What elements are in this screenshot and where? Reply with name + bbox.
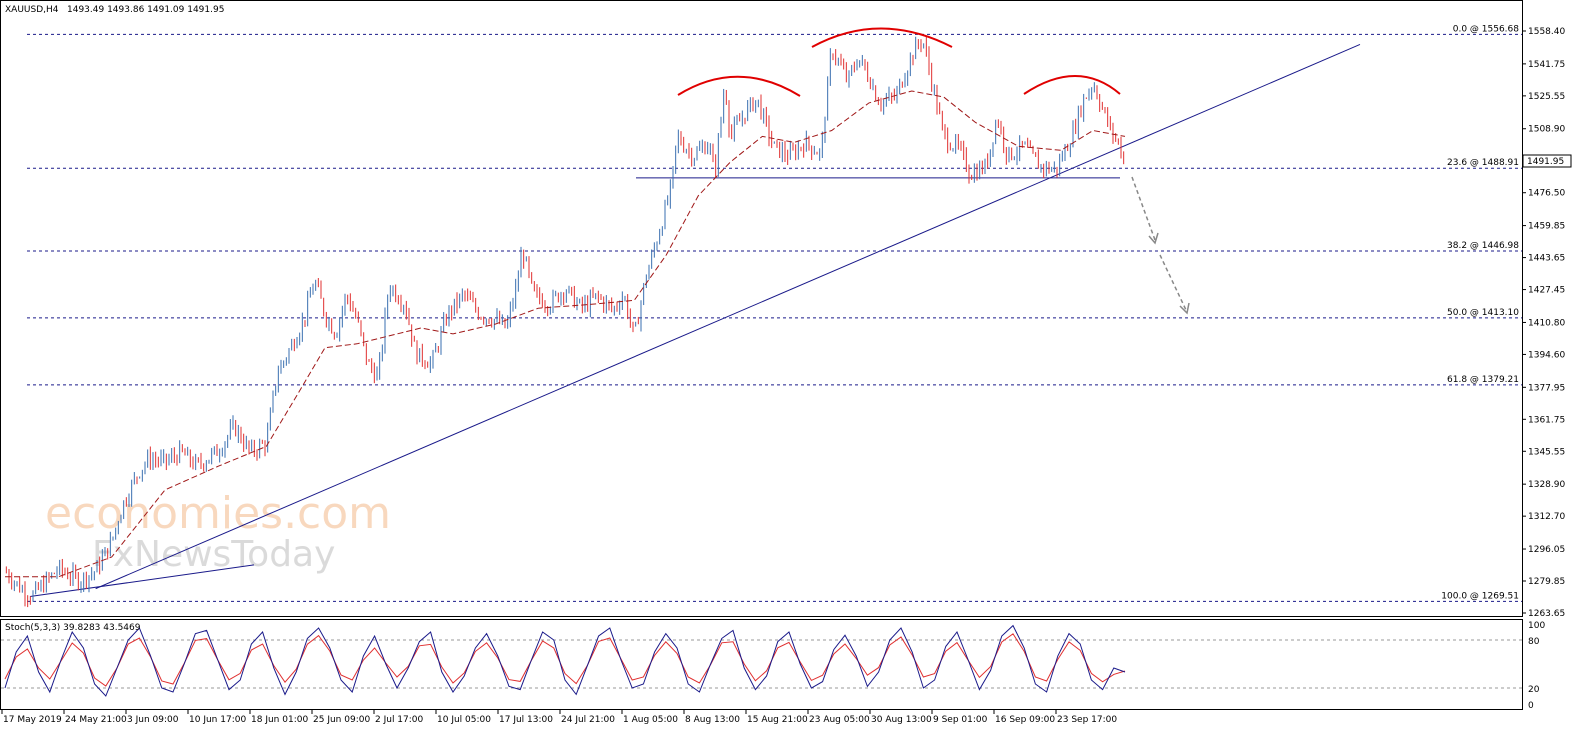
projection-arrows	[1131, 176, 1190, 315]
price-tick-label: 1263.65	[1528, 609, 1565, 619]
stoch-signal-line	[4, 633, 1126, 687]
price-tick-label: 1410.80	[1528, 318, 1565, 328]
stoch-plot-frame	[0, 619, 1523, 710]
head-arc	[811, 27, 953, 48]
fibonacci-levels: 0.0 @ 1556.68 23.6 @ 1488.91 38.2 @ 1446.9…	[27, 24, 1522, 602]
fib-level-label: 61.8 @ 1379.21	[1447, 375, 1519, 385]
fib-level-label: 50.0 @ 1413.10	[1447, 308, 1519, 318]
price-tick-label: 1558.40	[1528, 27, 1565, 37]
symbol-label: XAUUSD,H4	[5, 5, 59, 15]
projection-arrowhead-1	[1148, 232, 1159, 245]
projection-arrow-1	[1131, 176, 1156, 241]
head-shoulders-pattern	[677, 27, 1121, 97]
fib-level-label: 0.0 @ 1556.68	[1453, 24, 1520, 34]
stoch-label: Stoch(5,3,3) 39.8283 43.5469	[5, 623, 141, 633]
current-price-marker: 1491.95	[1522, 154, 1572, 168]
price-tick-label: 1345.55	[1528, 447, 1565, 457]
price-tick-label: 1443.65	[1528, 254, 1565, 264]
price-tick-label: 1328.90	[1528, 480, 1565, 490]
stoch-tick-label: 20	[1528, 685, 1540, 695]
fib-level-label: 100.0 @ 1269.51	[1441, 591, 1519, 601]
time-tick-label: 3 Jun 09:00	[127, 715, 179, 725]
time-tick-label: 18 Jun 01:00	[251, 715, 308, 725]
left-shoulder-arc	[677, 75, 801, 97]
time-tick-label: 23 Aug 05:00	[809, 715, 870, 725]
time-tick-label: 16 Sep 09:00	[995, 715, 1055, 725]
stoch-tick-label: 100	[1528, 621, 1545, 631]
price-tick-label: 1296.05	[1528, 545, 1565, 555]
projection-arrowhead-2	[1179, 302, 1190, 315]
time-tick-label: 24 May 21:00	[65, 715, 127, 725]
time-tick-label: 15 Aug 21:00	[747, 715, 808, 725]
price-tick-label: 1361.75	[1528, 415, 1565, 425]
time-tick-label: 24 Jul 21:00	[561, 715, 615, 725]
price-tick-label: 1459.85	[1528, 222, 1565, 232]
projection-arrow-2	[1159, 254, 1187, 311]
stoch-tick-label: 80	[1528, 637, 1540, 647]
time-tick-label: 17 Jul 13:00	[499, 715, 553, 725]
time-tick-label: 23 Sep 17:00	[1057, 715, 1117, 725]
moving-average	[5, 90, 1126, 578]
time-tick-label: 17 May 2019	[3, 715, 62, 725]
right-shoulder-arc	[1023, 75, 1121, 95]
fib-level-label: 38.2 @ 1446.98	[1447, 241, 1519, 251]
stoch-tick-label: 0	[1528, 701, 1534, 711]
watermark-line2: FxNewsToday	[92, 534, 335, 575]
minor-trend-line	[29, 564, 255, 598]
time-tick-label: 1 Aug 05:00	[623, 715, 678, 725]
ma-line	[5, 90, 1126, 578]
price-tick-label: 1312.70	[1528, 512, 1565, 522]
current-price-value: 1491.95	[1527, 157, 1564, 167]
price-tick-label: 1476.50	[1528, 189, 1565, 199]
price-tick-label: 1279.85	[1528, 577, 1565, 587]
price-tick-label: 1427.45	[1528, 286, 1565, 296]
time-axis: 17 May 2019 24 May 21:00 3 Jun 09:00 10 Jun…	[1, 710, 1117, 725]
stochastic-oscillator: 100 80 20 0	[1, 621, 1545, 711]
time-tick-label: 2 Jul 17:00	[375, 715, 424, 725]
main-plot-frame	[0, 0, 1523, 617]
time-tick-label: 10 Jun 17:00	[189, 715, 246, 725]
candlesticks	[5, 36, 1125, 608]
watermark-line1: economies.com	[45, 488, 391, 539]
price-tick-label: 1541.75	[1528, 60, 1565, 70]
time-tick-label: 10 Jul 05:00	[437, 715, 491, 725]
price-tick-label: 1394.60	[1528, 350, 1565, 360]
trendlines	[29, 43, 1361, 598]
main-uptrend-line	[95, 43, 1361, 590]
stoch-main-line	[4, 624, 1126, 697]
fib-level-label: 23.6 @ 1488.91	[1447, 158, 1519, 168]
watermark: economies.com FxNewsToday	[45, 488, 391, 575]
time-tick-label: 9 Sep 01:00	[933, 715, 988, 725]
price-tick-label: 1525.55	[1528, 92, 1565, 102]
price-tick-label: 1508.90	[1528, 125, 1565, 135]
price-axis: 1558.401541.751525.551508.901492.701476.…	[1522, 27, 1565, 619]
price-tick-label: 1377.95	[1528, 383, 1565, 393]
time-tick-label: 25 Jun 09:00	[313, 715, 370, 725]
time-tick-label: 30 Aug 13:00	[871, 715, 932, 725]
time-tick-label: 8 Aug 13:00	[685, 715, 740, 725]
ohlc-label: 1493.49 1493.86 1491.09 1491.95	[67, 5, 224, 15]
